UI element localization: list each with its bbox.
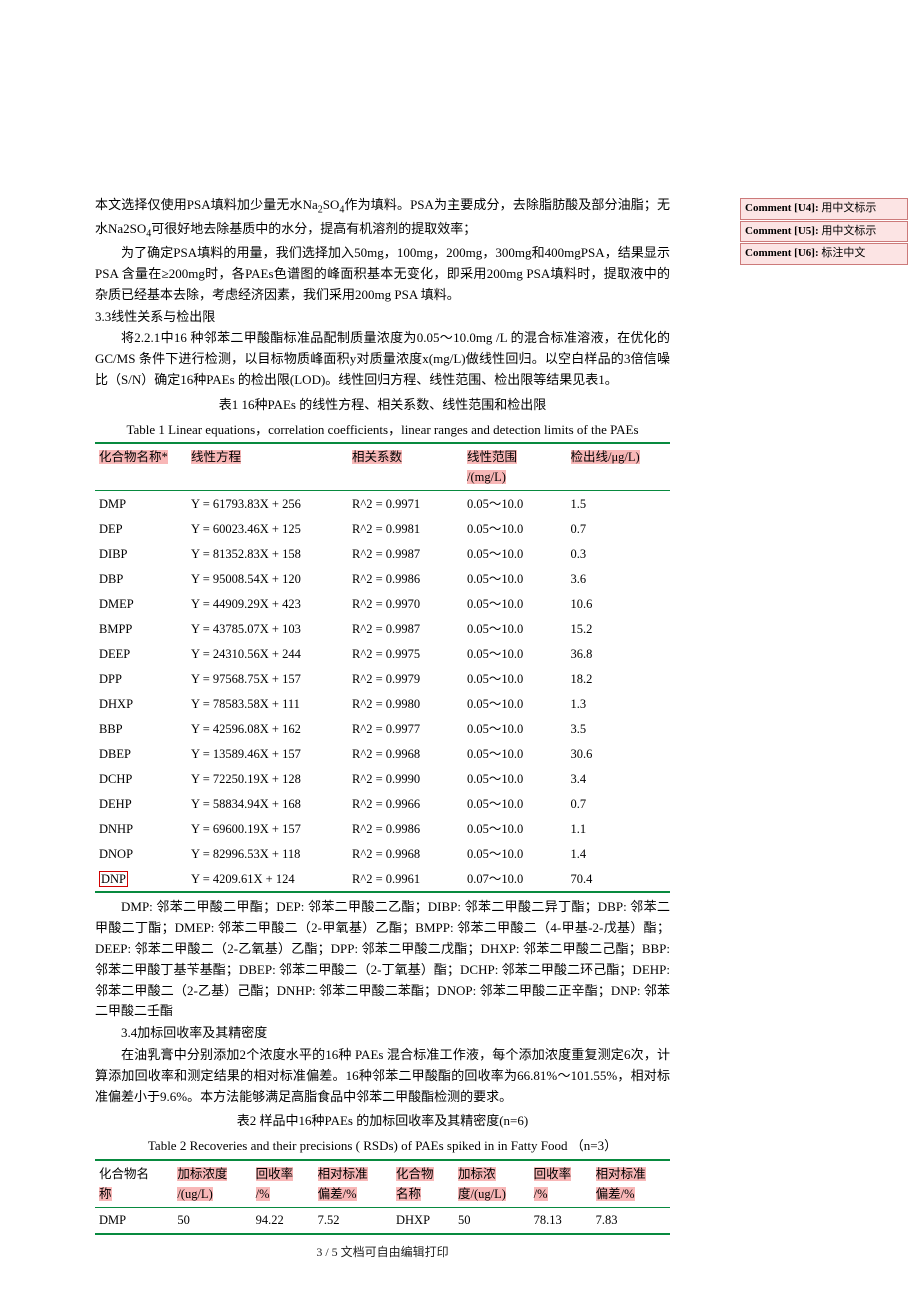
table1: 化合物名称* 线性方程 相关系数 线性范围 /(mg/L) 检出线/μg/L) D… <box>95 442 670 893</box>
comment-u4[interactable]: Comment [U4]: 用中文标示 <box>740 198 908 220</box>
table1-caption-en: Table 1 Linear equations，correlation coe… <box>95 420 670 441</box>
col-lod: 检出线/μg/L) <box>567 443 671 491</box>
table-header-row: 化合物名称* 线性方程 相关系数 线性范围 /(mg/L) 检出线/μg/L) <box>95 443 670 491</box>
col-r: 相关系数 <box>348 443 463 491</box>
hl-text: 称 <box>99 1187 112 1201</box>
section-heading: 3.4加标回收率及其精密度 <box>95 1023 670 1044</box>
table-row: DNOPY = 82996.53X + 118R^2 = 0.99680.05～… <box>95 841 670 866</box>
hl-text: /(ug/L) <box>177 1187 212 1201</box>
comment-text: 标注中文 <box>819 247 866 259</box>
col-eq: 线性方程 <box>187 443 348 491</box>
text: 3.3线性关系与检出限 <box>95 309 215 324</box>
text: 3.4加标回收率及其精密度 <box>121 1025 267 1040</box>
table-row: DBPY = 95008.54X + 120R^2 = 0.99860.05～1… <box>95 566 670 591</box>
hl-text: 相对标准 <box>318 1167 368 1181</box>
section-heading: 3.3线性关系与检出限 <box>95 307 670 328</box>
table-row: BBPY = 42596.08X + 162R^2 = 0.99770.05～1… <box>95 716 670 741</box>
comment-label: Comment [U4]: <box>745 202 819 214</box>
col: 化合物名称 <box>392 1160 454 1208</box>
comment-label: Comment [U6]: <box>745 247 819 259</box>
table-row: DMP5094.227.52DHXP5078.137.83 <box>95 1207 670 1234</box>
hl-text: 相关系数 <box>352 450 402 464</box>
hl-text: 度/(ug/L) <box>458 1187 506 1201</box>
hl-text: 名称 <box>396 1187 421 1201</box>
document-body: 本文选择仅使用PSA填料加少量无水Na2SO4作为填料。PSA为主要成分，去除脂… <box>0 0 740 1262</box>
text: 在油乳膏中分别添加2个浓度水平的16种 PAEs 混合标准工作液，每个添加浓度重… <box>95 1047 670 1104</box>
hl-text: 化合物 <box>396 1167 434 1181</box>
col: 回收率 /% <box>252 1160 314 1208</box>
page-footer: 3 / 5 文档可自由编辑打印 <box>95 1243 670 1262</box>
table-row: DNPY = 4209.61X + 124R^2 = 0.99610.07～10… <box>95 866 670 892</box>
table1-caption-cn: 表1 16种PAEs 的线性方程、相关系数、线性范围和检出限 <box>95 395 670 416</box>
comments-pane: Comment [U4]: 用中文标示 Comment [U5]: 用中文标示 … <box>740 0 920 1262</box>
comment-u6[interactable]: Comment [U6]: 标注中文 <box>740 243 908 265</box>
table2-caption-en: Table 2 Recoveries and their precisions … <box>95 1136 670 1157</box>
hl-text: 偏差/% <box>596 1187 635 1201</box>
hl-text: 回收率 <box>534 1167 572 1181</box>
paragraph: 本文选择仅使用PSA填料加少量无水Na2SO4作为填料。PSA为主要成分，去除脂… <box>95 195 670 242</box>
table2: 化合物名称 加标浓度/(ug/L) 回收率/% 相对标准偏差/% 化合物名称 加… <box>95 1159 670 1235</box>
text: 可很好地去除基质中的水分，提高有机溶剂的提取效率； <box>151 221 476 236</box>
hl-text: /(mg/L) <box>467 470 506 484</box>
text: DMP: 邻苯二甲酸二甲酯；DEP: 邻苯二甲酸二乙酯；DIBP: 邻苯二甲酸二… <box>95 899 670 1018</box>
hl-text: /% <box>256 1187 270 1201</box>
hl-text: 偏差/% <box>318 1187 357 1201</box>
table-row: DBEPY = 13589.46X + 157R^2 = 0.99680.05～… <box>95 741 670 766</box>
table-row: DCHPY = 72250.19X + 128R^2 = 0.99900.05～… <box>95 766 670 791</box>
paragraph: DMP: 邻苯二甲酸二甲酯；DEP: 邻苯二甲酸二乙酯；DIBP: 邻苯二甲酸二… <box>95 897 670 1022</box>
paragraph: 在油乳膏中分别添加2个浓度水平的16种 PAEs 混合标准工作液，每个添加浓度重… <box>95 1045 670 1107</box>
col: 相对标准偏差/% <box>314 1160 392 1208</box>
table-row: DHXPY = 78583.58X + 111R^2 = 0.99800.05～… <box>95 691 670 716</box>
hl-text: 化合物名称* <box>99 450 168 464</box>
table-row: DEEPY = 24310.56X + 244R^2 = 0.99750.05～… <box>95 641 670 666</box>
comment-text: 用中文标示 <box>819 202 877 214</box>
hl-text: 线性方程 <box>191 450 241 464</box>
text: 为了确定PSA填料的用量，我们选择加入50mg，100mg，200mg，300m… <box>95 245 670 302</box>
col-range: 线性范围 /(mg/L) <box>463 443 567 491</box>
col: 相对标准偏差/% <box>592 1160 670 1208</box>
table-row: DNHPY = 69600.19X + 157R^2 = 0.99860.05～… <box>95 816 670 841</box>
hl-text: 检出线/μg/L) <box>571 450 640 464</box>
text: 将2.2.1中16 种邻苯二甲酸酯标准品配制质量浓度为0.05～10.0mg /… <box>95 330 670 387</box>
hl-text: 回收率 <box>256 1167 294 1181</box>
table-row: DPPY = 97568.75X + 157R^2 = 0.99790.05～1… <box>95 666 670 691</box>
table-row: DMPY = 61793.83X + 256R^2 = 0.99710.05～1… <box>95 491 670 517</box>
text: SO <box>323 197 340 212</box>
table-header-row: 化合物名称 加标浓度/(ug/L) 回收率/% 相对标准偏差/% 化合物名称 加… <box>95 1160 670 1208</box>
table-row: DEHPY = 58834.94X + 168R^2 = 0.99660.05～… <box>95 791 670 816</box>
table2-caption-cn: 表2 样品中16种PAEs 的加标回收率及其精密度(n=6) <box>95 1111 670 1132</box>
paragraph: 将2.2.1中16 种邻苯二甲酸酯标准品配制质量浓度为0.05～10.0mg /… <box>95 328 670 390</box>
col: 回收率 /% <box>530 1160 592 1208</box>
paragraph: 为了确定PSA填料的用量，我们选择加入50mg，100mg，200mg，300m… <box>95 243 670 305</box>
text: 本文选择仅使用PSA填料加少量无水Na <box>95 197 318 212</box>
comment-text: 用中文标示 <box>819 225 877 237</box>
table-row: DMEPY = 44909.29X + 423R^2 = 0.99700.05～… <box>95 591 670 616</box>
col-compound: 化合物名称* <box>95 443 187 491</box>
table-row: BMPPY = 43785.07X + 103R^2 = 0.99870.05～… <box>95 616 670 641</box>
hl-text: 相对标准 <box>596 1167 646 1181</box>
hl-text: /% <box>534 1187 548 1201</box>
hl-text: 线性范围 <box>467 450 517 464</box>
hl-text: 加标浓 <box>458 1167 496 1181</box>
table-row: DIBPY = 81352.83X + 158R^2 = 0.99870.05～… <box>95 541 670 566</box>
text: 化合物名 <box>99 1167 149 1181</box>
col: 化合物名称 <box>95 1160 173 1208</box>
col: 加标浓度 /(ug/L) <box>173 1160 251 1208</box>
comment-u5[interactable]: Comment [U5]: 用中文标示 <box>740 221 908 243</box>
comment-label: Comment [U5]: <box>745 225 819 237</box>
hl-text: 加标浓度 <box>177 1167 227 1181</box>
table-row: DEPY = 60023.46X + 125R^2 = 0.99810.05～1… <box>95 516 670 541</box>
col: 加标浓度/(ug/L) <box>454 1160 530 1208</box>
